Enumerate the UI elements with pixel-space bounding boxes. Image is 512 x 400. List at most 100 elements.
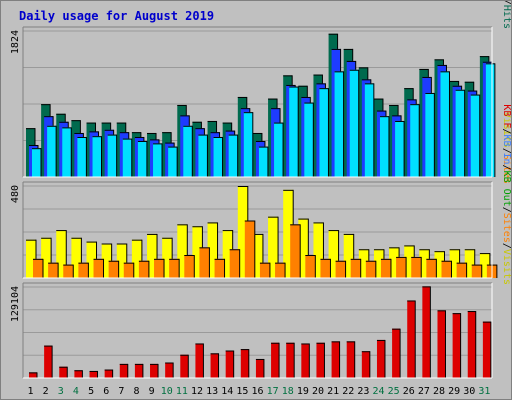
bar-fill [33, 258, 43, 278]
bar-fill [320, 258, 331, 278]
bar-pages-day-31 [485, 63, 496, 177]
bar-fill [184, 255, 195, 278]
bar-sites-day-17 [275, 262, 286, 278]
bar-fill [108, 260, 119, 278]
x-tick-label: 4 [73, 386, 79, 397]
bar-fill [305, 255, 316, 278]
bar-fill [379, 116, 389, 177]
bar-pages-day-27 [425, 92, 435, 177]
legend-hits-files-pages: Pages/Files/Hits [501, 1, 511, 29]
bar-fill [78, 262, 89, 278]
bar-fill [286, 342, 295, 378]
bar-fill [26, 239, 36, 278]
legend-entry: Sites [501, 154, 511, 184]
x-tick-label: 11 [176, 386, 188, 397]
bar-sites-day-29 [456, 262, 468, 278]
x-tick-label: 31 [478, 386, 490, 397]
bar-fill [213, 136, 223, 177]
bar-pages-day-10 [168, 146, 178, 177]
bar-kb-f-day-13 [210, 353, 220, 378]
bar-fill [410, 104, 420, 177]
bar-sites-day-10 [169, 258, 180, 278]
x-tick-label: 13 [206, 386, 218, 397]
bar-fill [77, 136, 87, 177]
x-tick-label: 26 [403, 386, 415, 397]
chart-title: Daily usage for August 2019 [19, 9, 214, 23]
bar-pages-day-29 [455, 89, 466, 177]
x-tick-label: 25 [388, 386, 400, 397]
legend-entry: Hits [501, 5, 511, 29]
bar-fill [104, 369, 113, 378]
bar-fill [319, 88, 329, 177]
bar-sites-day-11 [184, 255, 195, 278]
bar-kb-f-day-8 [134, 363, 144, 378]
bar-fill [86, 241, 97, 278]
bar-fill [150, 363, 159, 378]
bar-pages-day-8 [137, 140, 148, 177]
x-tick-label: 14 [221, 386, 233, 397]
bar-fill [169, 258, 180, 278]
y-max-label: 129104 [10, 286, 21, 322]
bar-kb-f-day-6 [104, 369, 114, 378]
bar-fill [343, 233, 354, 278]
bar-pages-day-21 [334, 71, 345, 177]
bar-pages-day-19 [304, 102, 314, 177]
bar-fill [229, 249, 240, 278]
bar-fill [316, 342, 325, 378]
bar-fill [283, 189, 294, 278]
bar-fill [419, 249, 430, 278]
x-tick-label: 30 [463, 386, 475, 397]
bar-fill [93, 258, 104, 278]
bar-sites-day-4 [78, 262, 89, 278]
bar-sites-day-14 [229, 249, 241, 278]
x-tick-label: 16 [251, 386, 263, 397]
bar-sites-day-3 [63, 264, 74, 278]
bar-pages-day-4 [77, 136, 87, 177]
legend-kbytes: KB F/KB In/KB Out/Sites/Visits [501, 104, 511, 285]
bar-fill [289, 86, 299, 177]
x-tick-label: 5 [88, 386, 94, 397]
bar-fill [404, 245, 415, 278]
bar-fill [198, 134, 208, 177]
bar-fill [425, 92, 435, 177]
bar-fill [44, 345, 53, 378]
bar-fill [331, 341, 340, 378]
bar-sites-day-13 [214, 258, 226, 278]
bar-fill [56, 230, 67, 278]
bar-fill [373, 249, 384, 278]
bar-fill [225, 350, 234, 378]
legend-visits-sites: Visits/Sites [501, 112, 511, 184]
bar-fill [335, 260, 346, 278]
bar-kb-f-day-4 [74, 370, 83, 378]
bar-pages-day-20 [319, 88, 329, 177]
bar-fill [456, 262, 467, 278]
bar-kb-f-day-15 [240, 349, 250, 378]
bar-fill [244, 220, 255, 278]
bar-fill [122, 138, 132, 177]
bar-kb-f-day-18 [286, 342, 295, 378]
bar-pages-day-9 [153, 143, 163, 177]
bar-fill [434, 251, 445, 278]
bar-fill [243, 112, 253, 177]
bar-fill [274, 122, 284, 177]
bar-kb-f-day-10 [165, 362, 174, 378]
bar-fill [48, 262, 59, 278]
bar-pages-day-15 [243, 112, 254, 177]
x-tick-label: 21 [327, 386, 339, 397]
bar-sites-day-6 [108, 260, 120, 278]
bar-fill [452, 313, 461, 378]
bar-fill [131, 239, 142, 278]
bar-fill [449, 249, 460, 278]
bar-fill [380, 258, 391, 278]
bar-fill [271, 342, 280, 378]
bar-kb-f-day-16 [255, 358, 265, 378]
bar-kb-f-day-5 [89, 370, 99, 378]
bar-fill [199, 247, 210, 278]
x-tick-label: 10 [161, 386, 173, 397]
bar-fill [395, 120, 405, 177]
bar-sites-day-28 [441, 260, 452, 278]
bar-pages-day-2 [47, 125, 57, 177]
bar-fill [138, 260, 149, 278]
bar-kb-f-day-25 [392, 328, 401, 378]
